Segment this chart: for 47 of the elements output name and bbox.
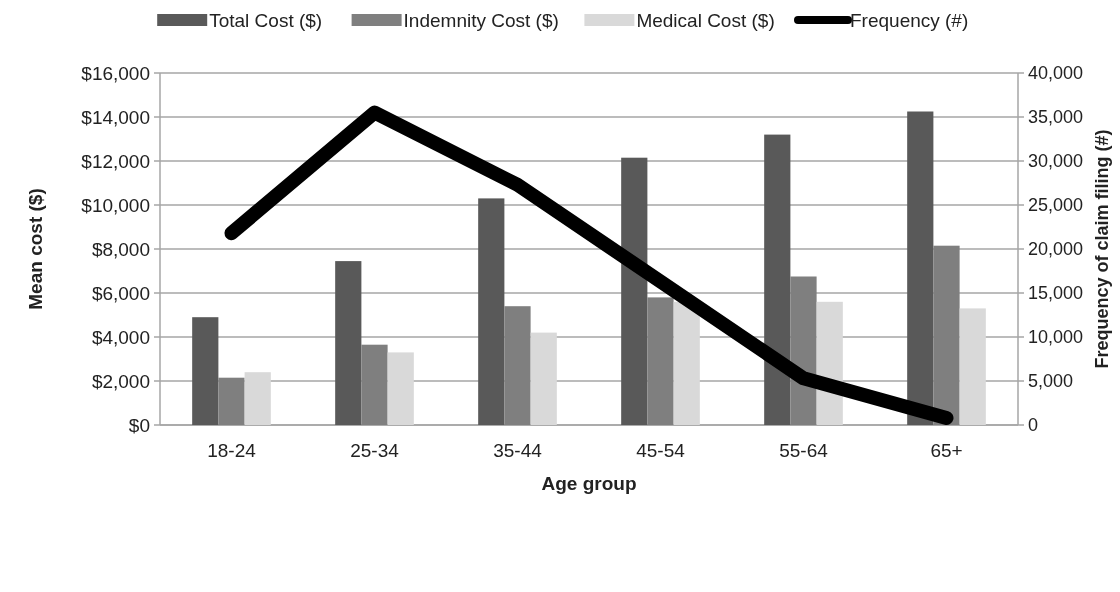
- y-tick-label: $10,000: [81, 194, 150, 216]
- bar: [361, 344, 388, 425]
- legend-label: Total Cost ($): [209, 10, 323, 31]
- y2-tick-label: 20,000: [1028, 239, 1084, 260]
- y-tick-label: $8,000: [91, 238, 150, 260]
- legend-label: Indemnity Cost ($): [403, 10, 559, 31]
- y-tick-label: $6,000: [91, 282, 150, 304]
- y-tick-label: $2,000: [91, 370, 150, 392]
- bar: [244, 372, 271, 425]
- x-tick-label: 18-24: [207, 440, 257, 461]
- y-tick-label: $14,000: [81, 106, 150, 128]
- bar: [335, 261, 362, 425]
- bar: [621, 157, 648, 425]
- y2-tick-label: 40,000: [1028, 63, 1084, 84]
- y2-tick-label: 10,000: [1028, 327, 1084, 348]
- x-tick-label: 35-44: [493, 440, 543, 461]
- bar: [764, 134, 791, 425]
- y-tick-label: $16,000: [81, 62, 150, 84]
- legend-label: Frequency (#): [850, 10, 969, 31]
- bar: [192, 317, 219, 425]
- bar: [504, 306, 531, 425]
- y2-tick-label: 0: [1028, 415, 1039, 436]
- y2-tick-label: 15,000: [1028, 283, 1084, 304]
- y2-tick-label: 35,000: [1028, 107, 1084, 128]
- y-tick-label: $0: [128, 414, 150, 436]
- x-tick-label: 25-34: [350, 440, 400, 461]
- legend-label: Medical Cost ($): [636, 10, 775, 31]
- bar: [218, 377, 245, 425]
- y-axis-title: Mean cost ($): [25, 188, 46, 310]
- bar: [478, 198, 505, 425]
- y-tick-label: $4,000: [91, 326, 150, 348]
- bar: [959, 308, 986, 425]
- y2-tick-label: 25,000: [1028, 195, 1084, 216]
- y2-axis-title: Frequency of claim filing (#): [1092, 129, 1112, 369]
- y2-tick-label: 30,000: [1028, 151, 1084, 172]
- y-tick-label: $12,000: [81, 150, 150, 172]
- bar: [907, 111, 934, 425]
- bar: [647, 297, 674, 425]
- bar: [673, 301, 700, 425]
- bar: [530, 332, 557, 425]
- bar: [387, 352, 414, 425]
- x-tick-label: 65+: [930, 440, 963, 461]
- x-axis-title: Age group: [541, 473, 637, 494]
- bar: [933, 245, 960, 425]
- x-tick-label: 45-54: [636, 440, 686, 461]
- x-tick-label: 55-64: [779, 440, 829, 461]
- y2-tick-label: 5,000: [1028, 371, 1074, 392]
